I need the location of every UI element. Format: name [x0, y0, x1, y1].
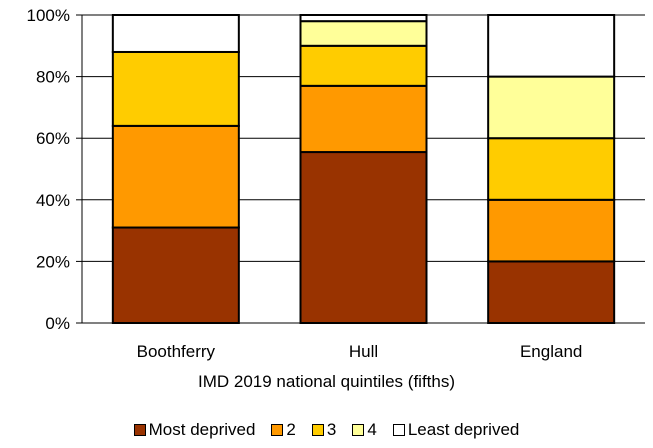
x-tick-label: Boothferry [137, 342, 216, 361]
legend-label: 4 [367, 420, 377, 439]
legend: Most deprived 2 3 4 Least deprived [0, 418, 653, 442]
legend-swatch [311, 424, 324, 436]
bar-segment-boothferry-series-3 [111, 50, 240, 127]
legend-swatch [271, 424, 284, 436]
legend-swatch [133, 424, 146, 436]
y-tick-label: 20% [36, 252, 70, 271]
legend-label: Most deprived [148, 420, 256, 439]
bar-segment-england-series-2 [487, 198, 616, 263]
legend-label: 3 [326, 420, 337, 439]
y-tick-label: 60% [36, 129, 70, 148]
y-tick-label: 100% [27, 6, 70, 25]
y-tick-label: 40% [36, 191, 70, 210]
legend-item: 2 [271, 420, 296, 440]
bar-segment-boothferry-series-1 [111, 226, 240, 325]
bar-segment-hull-series-4 [299, 20, 428, 47]
bar-segment-hull-series-1 [299, 151, 428, 324]
bar-segment-england-series-5 [487, 14, 616, 78]
x-tick-label: England [520, 342, 582, 361]
legend-swatch [352, 424, 365, 436]
bar-segment-england-series-3 [487, 137, 616, 201]
legend-label: 2 [286, 420, 296, 439]
bar-segment-hull-series-3 [299, 44, 428, 87]
y-tick-label: 80% [36, 68, 70, 87]
legend-label: Least deprived [407, 420, 520, 439]
bar-segment-england-series-1 [487, 260, 616, 324]
y-tick-label: 0% [45, 314, 70, 333]
legend-item: Least deprived [392, 420, 520, 440]
bar-segment-boothferry-series-5 [111, 14, 240, 53]
legend-swatch [392, 424, 405, 436]
legend-item: 4 [352, 420, 377, 440]
legend-item: Most deprived [133, 420, 256, 440]
bar-segment-england-series-4 [487, 75, 616, 140]
x-tick-label: Hull [349, 342, 378, 361]
bar-segment-boothferry-series-2 [111, 124, 240, 229]
legend-item: 3 [311, 420, 337, 440]
bar-segment-hull-series-5 [299, 14, 428, 23]
bar-segment-hull-series-2 [299, 84, 428, 154]
x-axis-title: IMD 2019 national quintiles (fifths) [197, 372, 456, 391]
